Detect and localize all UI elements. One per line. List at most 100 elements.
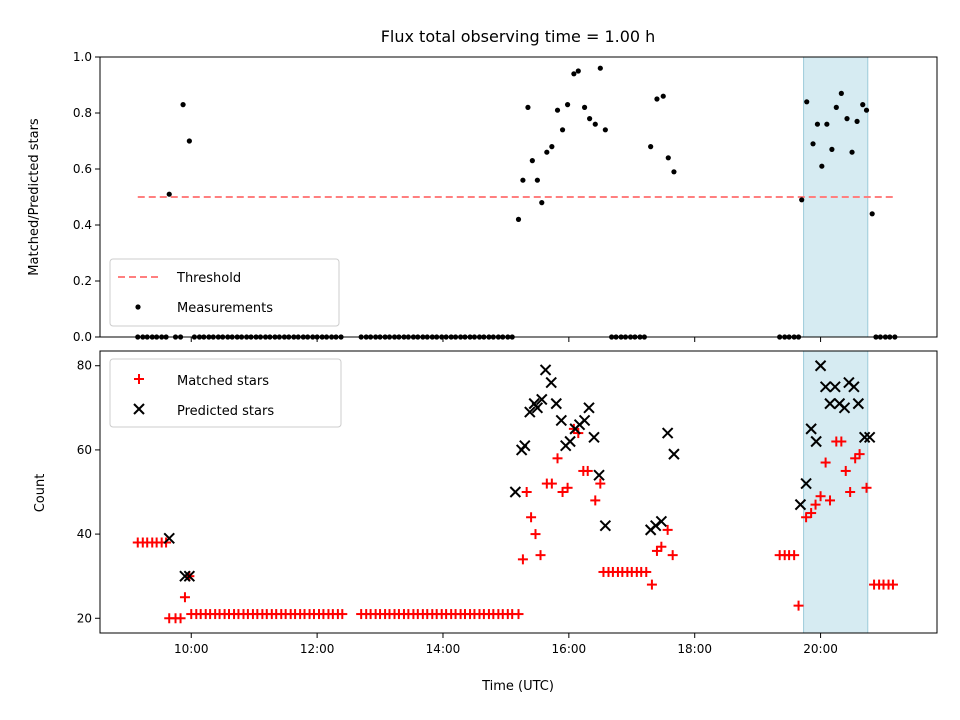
measurement-point <box>571 71 577 77</box>
measurement-point <box>863 107 870 113</box>
predicted-star-point <box>179 570 191 582</box>
top-y-axis-label: Matched/Predicted stars <box>27 118 42 276</box>
top-legend: Threshold Measurements <box>109 258 340 327</box>
x-tick-label: 18:00 <box>677 642 712 656</box>
matched-star-point <box>845 487 856 497</box>
predicted-star-point <box>183 570 196 582</box>
legend-predicted-label: Predicted stars <box>177 404 274 419</box>
measurement-point <box>838 90 844 96</box>
predicted-star-point <box>163 532 175 545</box>
matched-star-point <box>801 512 812 523</box>
measurement-point <box>654 96 660 102</box>
predicted-star-point <box>661 427 674 439</box>
bottom-y-axis-label: Count <box>33 474 48 513</box>
predicted-star-point <box>863 431 876 443</box>
bottom-plot-frame <box>99 350 938 634</box>
matched-star-point <box>530 529 541 540</box>
predicted-star-point <box>858 431 871 443</box>
measurement-point <box>587 116 593 122</box>
matched-star-point <box>513 609 524 620</box>
matched-star-point <box>562 482 573 493</box>
matched-star-point <box>590 495 601 506</box>
measurement-point <box>799 197 805 203</box>
x-tick-label: 16:00 <box>552 642 587 656</box>
x-tick-label: 12:00 <box>300 642 335 656</box>
legend-measurements-swatch <box>135 304 141 310</box>
x-tick-label: 20:00 <box>803 642 838 656</box>
bottom-y-tick-label: 40 <box>77 527 92 541</box>
matched-star-point <box>546 478 557 489</box>
measurement-point <box>665 155 671 161</box>
bottom-y-tick-label: 20 <box>77 611 92 625</box>
measurement-point <box>544 149 550 155</box>
predicted-star-point <box>800 477 812 490</box>
predicted-star-point <box>838 402 851 414</box>
matched-star-point <box>557 487 568 497</box>
measurement-point <box>597 65 603 71</box>
predicted-star-point <box>583 402 595 414</box>
measurement-point <box>180 102 186 108</box>
matched-star-point <box>526 512 537 523</box>
predicted-star-point <box>524 406 536 418</box>
matched-star-point <box>840 465 851 476</box>
matched-star-point <box>810 499 821 510</box>
predicted-star-point <box>814 360 827 372</box>
predicted-star-point <box>805 423 817 435</box>
matched-star-point <box>806 508 817 519</box>
matched-star-point <box>789 550 800 561</box>
highlight-span <box>803 350 869 634</box>
predicted-star-point <box>810 435 822 448</box>
measurement-point <box>539 200 545 206</box>
predicted-star-point <box>545 376 557 389</box>
matched-star-point <box>820 457 831 468</box>
bottom-y-tick-label: 80 <box>77 359 92 373</box>
measurement-point <box>860 102 866 108</box>
matched-star-point <box>861 482 872 493</box>
measurement-point <box>520 177 526 183</box>
measurement-point <box>819 163 825 169</box>
matched-star-point <box>641 566 652 577</box>
matched-star-point <box>175 613 186 624</box>
top-legend-box <box>109 258 340 327</box>
predicted-star-point <box>848 381 860 393</box>
predicted-star-point <box>819 381 832 393</box>
predicted-star-point <box>668 448 680 460</box>
legend-threshold-label: Threshold <box>176 271 241 286</box>
matched-star-point <box>656 541 667 552</box>
measurement-point <box>549 144 555 150</box>
measurement-point <box>564 102 571 108</box>
top-y-tick-label: 0.6 <box>73 162 92 176</box>
matched-star-point <box>815 491 826 502</box>
matched-star-point <box>667 550 678 561</box>
bottom-legend-box <box>109 358 342 428</box>
matched-star-point <box>662 524 673 535</box>
legend-predicted-swatch <box>133 403 145 415</box>
measurement-point <box>814 121 821 127</box>
predicted-star-point <box>531 402 544 414</box>
measurement-point <box>804 99 810 105</box>
predicted-star-point <box>593 469 605 481</box>
matched-star-point <box>582 465 593 476</box>
predicted-star-point <box>555 414 568 427</box>
measurement-point <box>648 144 654 150</box>
predicted-star-point <box>649 519 662 532</box>
matched-star-point <box>535 550 546 561</box>
measurement-point <box>829 146 835 152</box>
predicted-star-point <box>588 431 600 443</box>
measurement-point <box>824 121 830 127</box>
x-axis-label: Time (UTC) <box>481 679 554 694</box>
measurement-point <box>869 211 875 217</box>
matched-star-point <box>793 600 804 611</box>
bottom-panel: 20 40 60 80 10:00 12:00 14:00 16:00 18:00 20:00 <box>77 350 938 656</box>
measurement-point <box>849 149 855 155</box>
measurement-point <box>166 191 172 197</box>
predicted-star-point <box>655 515 668 528</box>
predicted-star-point <box>852 397 865 410</box>
measurement-point <box>581 104 588 110</box>
measurement-point <box>592 121 598 127</box>
predicted-star-point <box>509 486 522 498</box>
matched-star-point <box>552 453 563 464</box>
matched-star-point <box>825 495 836 506</box>
legend-matched-swatch <box>134 374 144 384</box>
